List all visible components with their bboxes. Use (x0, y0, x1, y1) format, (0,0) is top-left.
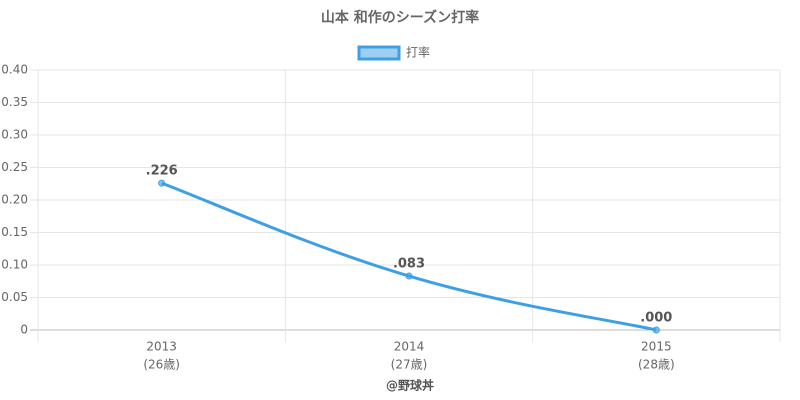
value-label: .226 (146, 164, 178, 179)
y-tick-label: 0.25 (1, 160, 28, 174)
y-tick-label: 0.30 (1, 128, 28, 142)
y-tick-label: 0.10 (1, 258, 28, 272)
y-tick-label: 0.20 (1, 193, 28, 207)
y-tick-label: 0.35 (1, 95, 28, 109)
x-tick-label: 2013 (146, 340, 177, 354)
y-tick-label: 0.15 (1, 225, 28, 239)
x-tick-sublabel: (28歳) (638, 358, 675, 372)
value-label: .083 (393, 257, 425, 272)
legend-label: 打率 (406, 45, 430, 60)
value-label: .000 (640, 311, 672, 326)
point (158, 179, 166, 187)
point (652, 326, 660, 334)
y-tick-label: 0.05 (1, 290, 28, 304)
chart-title: 山本 和作のシーズン打率 (321, 9, 479, 26)
x-tick-label: 2014 (394, 340, 425, 354)
credit: @野球丼 (386, 378, 434, 393)
y-tick-label: 0 (20, 323, 28, 337)
y-tick-label: 0.40 (1, 63, 28, 77)
x-tick-label: 2015 (641, 340, 672, 354)
legend-swatch (357, 45, 401, 61)
x-tick-sublabel: (26歳) (143, 358, 180, 372)
x-tick-sublabel: (27歳) (391, 358, 428, 372)
point (405, 272, 413, 280)
